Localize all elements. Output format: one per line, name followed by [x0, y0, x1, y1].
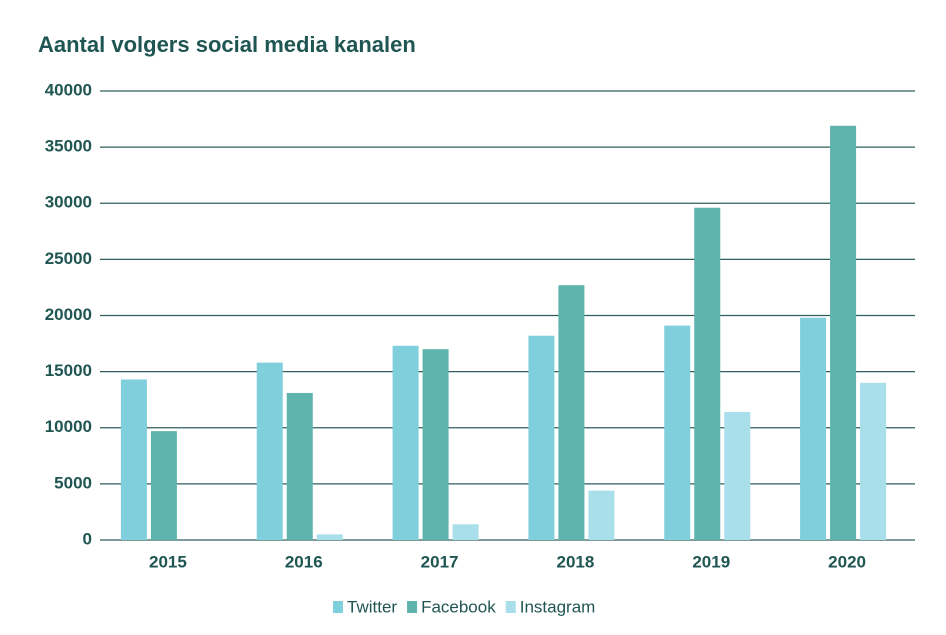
legend-swatch [333, 601, 343, 613]
bar [800, 317, 827, 540]
chart-title: Aantal volgers social media kanalen [38, 32, 416, 57]
bar [422, 349, 449, 540]
bar [694, 207, 721, 541]
bar [558, 285, 585, 540]
x-tick-label: 2020 [828, 552, 866, 571]
y-tick-label: 0 [83, 529, 92, 548]
bar [588, 490, 615, 540]
bar [150, 431, 177, 540]
y-tick-label: 15000 [45, 361, 92, 380]
bar [664, 325, 691, 540]
x-tick-label: 2015 [149, 552, 187, 571]
bar [528, 335, 555, 540]
y-tick-label: 40000 [45, 80, 92, 99]
bar [724, 412, 751, 540]
x-tick-label: 2018 [557, 552, 595, 571]
legend-label: Instagram [520, 597, 596, 616]
x-tick-label: 2019 [692, 552, 730, 571]
bar [860, 382, 887, 540]
legend-swatch [505, 601, 516, 613]
bar [392, 345, 419, 540]
legend-swatch [407, 601, 418, 613]
y-tick-label: 30000 [45, 193, 92, 212]
x-tick-label: 2016 [285, 552, 323, 571]
legend-label: Twitter [347, 597, 397, 616]
y-tick-label: 5000 [54, 473, 92, 492]
y-tick-label: 25000 [45, 249, 92, 268]
x-tick-label: 2017 [421, 552, 459, 571]
bar [452, 524, 479, 540]
bar [316, 534, 343, 540]
bar [120, 379, 147, 540]
y-tick-label: 20000 [45, 305, 92, 324]
y-tick-label: 10000 [45, 417, 92, 436]
bar [256, 362, 283, 540]
bar [286, 392, 313, 540]
bar [830, 125, 857, 541]
y-tick-label: 35000 [45, 137, 92, 156]
legend-label: Facebook [421, 597, 496, 616]
